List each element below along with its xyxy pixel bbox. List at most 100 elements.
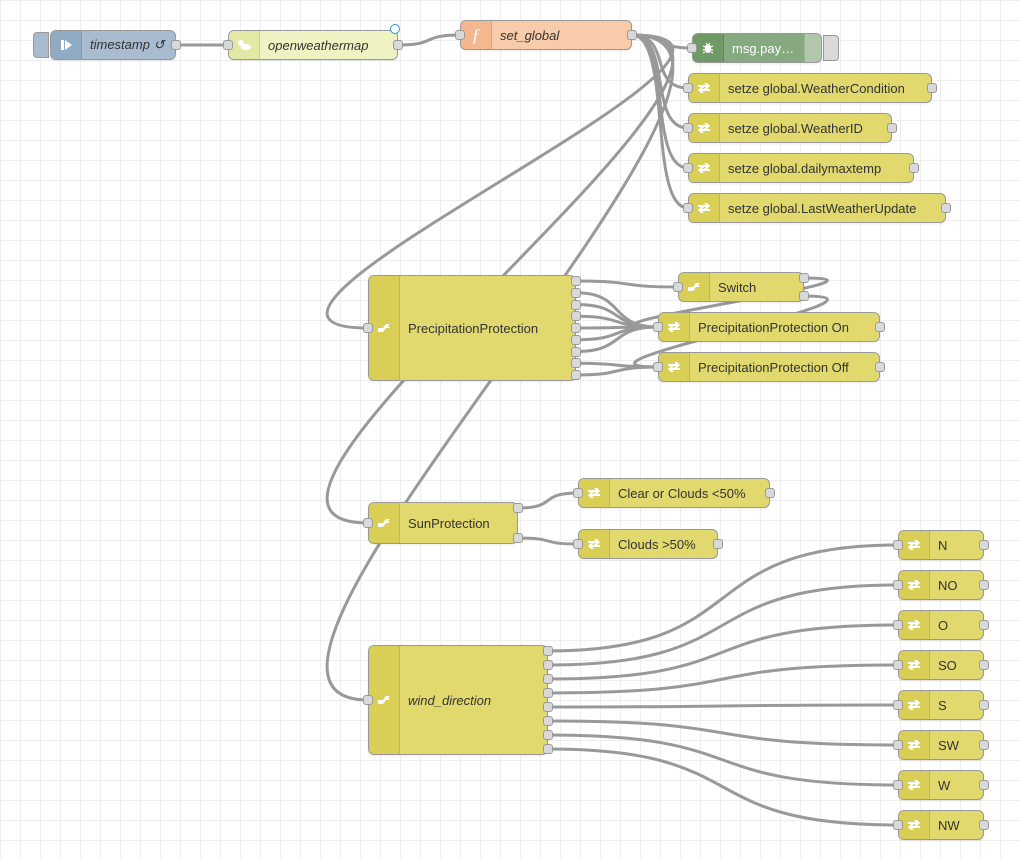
wire[interactable]	[576, 327, 658, 328]
output-port[interactable]	[571, 300, 581, 310]
node-chg_weathercond[interactable]: setze global.WeatherCondition	[688, 73, 932, 103]
input-port[interactable]	[683, 123, 693, 133]
input-port[interactable]	[573, 539, 583, 549]
output-port[interactable]	[979, 620, 989, 630]
input-port[interactable]	[893, 540, 903, 550]
input-port[interactable]	[653, 362, 663, 372]
input-port[interactable]	[683, 83, 693, 93]
output-port[interactable]	[543, 646, 553, 656]
output-port[interactable]	[171, 40, 181, 50]
wire[interactable]	[518, 493, 578, 508]
output-port[interactable]	[571, 323, 581, 333]
wire[interactable]	[398, 35, 460, 45]
wire[interactable]	[576, 281, 678, 287]
input-port[interactable]	[683, 163, 693, 173]
input-port[interactable]	[683, 203, 693, 213]
wire[interactable]	[548, 585, 898, 665]
node-wd_o[interactable]: O	[898, 610, 984, 640]
node-clear_clouds[interactable]: Clear or Clouds <50%	[578, 478, 770, 508]
wire[interactable]	[548, 749, 898, 825]
wire[interactable]	[548, 735, 898, 785]
debug-toggle-button[interactable]	[823, 35, 839, 61]
node-wd_nw[interactable]: NW	[898, 810, 984, 840]
output-port[interactable]	[543, 688, 553, 698]
wire[interactable]	[632, 35, 688, 128]
output-port[interactable]	[393, 40, 403, 50]
node-wind_direction[interactable]: wind_direction	[368, 645, 548, 755]
output-port[interactable]	[979, 660, 989, 670]
wire[interactable]	[632, 35, 688, 208]
output-port[interactable]	[543, 744, 553, 754]
node-wd_n[interactable]: N	[898, 530, 984, 560]
output-port[interactable]	[979, 580, 989, 590]
input-port[interactable]	[363, 518, 373, 528]
input-port[interactable]	[893, 620, 903, 630]
input-port[interactable]	[653, 322, 663, 332]
node-chg_dailymax[interactable]: setze global.dailymaxtemp	[688, 153, 914, 183]
inject-trigger-button[interactable]	[33, 32, 49, 58]
node-wd_no[interactable]: NO	[898, 570, 984, 600]
wire[interactable]	[518, 538, 578, 544]
output-port[interactable]	[513, 533, 523, 543]
input-port[interactable]	[893, 820, 903, 830]
node-precip_off[interactable]: PrecipitationProtection Off	[658, 352, 880, 382]
node-switch_node[interactable]: Switch	[678, 272, 804, 302]
output-port[interactable]	[571, 276, 581, 286]
output-port[interactable]	[875, 322, 885, 332]
node-wd_sw[interactable]: SW	[898, 730, 984, 760]
output-port[interactable]	[513, 503, 523, 513]
input-port[interactable]	[893, 580, 903, 590]
wire[interactable]	[548, 625, 898, 679]
output-port[interactable]	[571, 370, 581, 380]
output-port[interactable]	[875, 362, 885, 372]
output-port[interactable]	[979, 540, 989, 550]
node-precip_protection[interactable]: PrecipitationProtection	[368, 275, 576, 381]
wire[interactable]	[632, 35, 688, 168]
wire[interactable]	[576, 327, 658, 352]
node-clouds_gt50[interactable]: Clouds >50%	[578, 529, 718, 559]
wire[interactable]	[548, 665, 898, 693]
input-port[interactable]	[573, 488, 583, 498]
node-timestamp[interactable]: timestamp ↺	[50, 30, 176, 60]
wire[interactable]	[576, 367, 658, 375]
input-port[interactable]	[687, 43, 697, 53]
output-port[interactable]	[799, 291, 809, 301]
wire[interactable]	[548, 545, 898, 651]
output-port[interactable]	[543, 674, 553, 684]
input-port[interactable]	[893, 780, 903, 790]
input-port[interactable]	[363, 695, 373, 705]
input-port[interactable]	[363, 323, 373, 333]
wire[interactable]	[576, 293, 658, 327]
output-port[interactable]	[627, 30, 637, 40]
output-port[interactable]	[713, 539, 723, 549]
wire[interactable]	[548, 721, 898, 745]
output-port[interactable]	[799, 273, 809, 283]
input-port[interactable]	[223, 40, 233, 50]
node-set_global[interactable]: ƒset_global	[460, 20, 632, 50]
node-debug_payload[interactable]: msg.payload	[692, 33, 822, 63]
output-port[interactable]	[927, 83, 937, 93]
wire[interactable]	[632, 35, 688, 88]
input-port[interactable]	[893, 700, 903, 710]
wire[interactable]	[576, 316, 658, 327]
wire[interactable]	[548, 705, 898, 707]
output-port[interactable]	[979, 700, 989, 710]
input-port[interactable]	[893, 740, 903, 750]
output-port[interactable]	[571, 358, 581, 368]
output-port[interactable]	[979, 780, 989, 790]
output-port[interactable]	[571, 347, 581, 357]
output-port[interactable]	[543, 660, 553, 670]
node-sun_protection[interactable]: SunProtection	[368, 502, 518, 544]
output-port[interactable]	[571, 288, 581, 298]
node-chg_weatherid[interactable]: setze global.WeatherID	[688, 113, 892, 143]
output-port[interactable]	[543, 716, 553, 726]
output-port[interactable]	[571, 311, 581, 321]
node-wd_w[interactable]: W	[898, 770, 984, 800]
node-wd_so[interactable]: SO	[898, 650, 984, 680]
wire[interactable]	[632, 35, 692, 48]
output-port[interactable]	[543, 702, 553, 712]
node-chg_lastupdate[interactable]: setze global.LastWeatherUpdate	[688, 193, 946, 223]
output-port[interactable]	[543, 730, 553, 740]
output-port[interactable]	[765, 488, 775, 498]
output-port[interactable]	[941, 203, 951, 213]
